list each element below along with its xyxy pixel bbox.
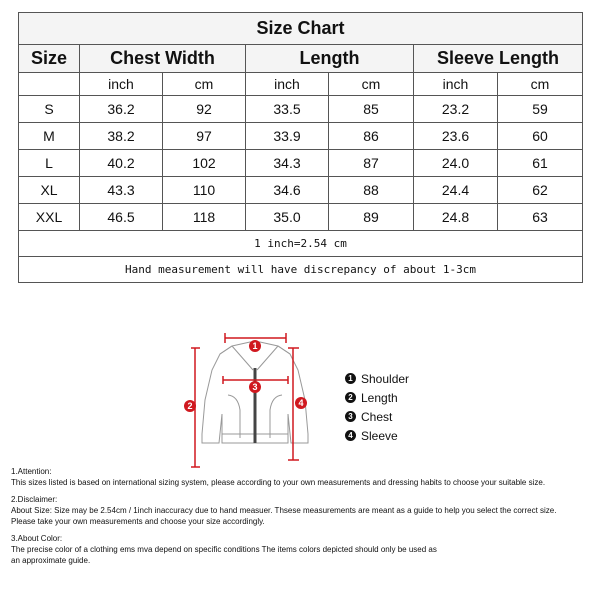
value-cell: 118 — [162, 203, 246, 231]
header-sleeve: Sleeve Length — [413, 44, 583, 73]
note-title: 2.Disclaimer: — [11, 495, 58, 504]
unit-label: inch — [79, 72, 163, 96]
value-cell: 102 — [162, 149, 246, 177]
legend-item: 4 Sleeve — [345, 426, 409, 445]
value-cell: 92 — [162, 95, 246, 123]
marker-3-label: 3 — [252, 382, 257, 392]
marker-4-label: 4 — [298, 398, 303, 408]
value-cell: 43.3 — [79, 176, 163, 204]
notes: 1.Attention: This sizes listed is based o… — [11, 466, 556, 572]
note-text: an approximate guide. — [11, 556, 91, 565]
number-badge-icon: 4 — [345, 430, 356, 441]
note-block: 2.Disclaimer: About Size: Size may be 2.5… — [11, 494, 556, 527]
marker-3 — [249, 381, 261, 393]
legend-label: Sleeve — [361, 428, 398, 443]
table-row: XL 43.3 110 34.6 88 24.4 62 — [18, 176, 583, 204]
marker-4 — [295, 397, 307, 409]
value-cell: 59 — [497, 95, 583, 123]
value-cell: 86 — [328, 122, 414, 150]
value-cell: 40.2 — [79, 149, 163, 177]
value-cell: 36.2 — [79, 95, 163, 123]
value-cell: 46.5 — [79, 203, 163, 231]
conversion-note: 1 inch=2.54 cm — [18, 230, 583, 257]
value-cell: 87 — [328, 149, 414, 177]
value-cell: 35.0 — [245, 203, 329, 231]
legend-item: 3 Chest — [345, 407, 409, 426]
legend-item: 1 Shoulder — [345, 369, 409, 388]
number-badge-icon: 3 — [345, 411, 356, 422]
value-cell: 23.6 — [413, 122, 498, 150]
header-length: Length — [245, 44, 414, 73]
value-cell: 38.2 — [79, 122, 163, 150]
number-badge-icon: 2 — [345, 392, 356, 403]
marker-2 — [184, 400, 196, 412]
table-row: S 36.2 92 33.5 85 23.2 59 — [18, 95, 583, 123]
value-cell: 97 — [162, 122, 246, 150]
value-cell: 60 — [497, 122, 583, 150]
size-chart-table: Size Chart Size Chest Width Length Sleev… — [18, 12, 583, 283]
unit-label: cm — [162, 72, 246, 96]
note-text: The precise color of a clothing ems mva … — [11, 545, 437, 554]
value-cell: 34.6 — [245, 176, 329, 204]
size-cell: XL — [18, 176, 80, 204]
note-text: About Size: Size may be 2.54cm / 1inch i… — [11, 506, 557, 515]
value-cell: 34.3 — [245, 149, 329, 177]
value-cell: 24.4 — [413, 176, 498, 204]
note-title: 1.Attention: — [11, 467, 52, 476]
value-cell: 24.8 — [413, 203, 498, 231]
header-size: Size — [18, 44, 80, 73]
value-cell: 85 — [328, 95, 414, 123]
size-cell: S — [18, 95, 80, 123]
note-title: 3.About Color: — [11, 534, 63, 543]
legend-label: Shoulder — [361, 371, 410, 386]
marker-1 — [249, 340, 261, 352]
measurement-legend: 1 Shoulder 2 Length 3 Chest 4 Sleeve — [345, 369, 409, 445]
value-cell: 23.2 — [413, 95, 498, 123]
value-cell: 110 — [162, 176, 246, 204]
legend-label: Chest — [361, 409, 393, 424]
size-cell: L — [18, 149, 80, 177]
value-cell: 88 — [328, 176, 414, 204]
table-row: XXL 46.5 118 35.0 89 24.8 63 — [18, 203, 583, 231]
table-row: L 40.2 102 34.3 87 24.0 61 — [18, 149, 583, 177]
size-cell: XXL — [18, 203, 80, 231]
value-cell: 61 — [497, 149, 583, 177]
jacket-diagram: 1 2 3 4 — [184, 333, 309, 468]
number-badge-icon: 1 — [345, 373, 356, 384]
marker-1-label: 1 — [252, 341, 257, 351]
note-block: 3.About Color: The precise color of a clo… — [11, 533, 556, 566]
discrepancy-note: Hand measurement will have discrepancy o… — [18, 256, 583, 283]
value-cell: 24.0 — [413, 149, 498, 177]
unit-label: inch — [245, 72, 329, 96]
legend-item: 2 Length — [345, 388, 409, 407]
note-block: 1.Attention: This sizes listed is based o… — [11, 466, 556, 488]
value-cell: 33.9 — [245, 122, 329, 150]
header-chest: Chest Width — [79, 44, 246, 73]
table-row: M 38.2 97 33.9 86 23.6 60 — [18, 122, 583, 150]
unit-blank — [18, 72, 80, 96]
marker-2-label: 2 — [187, 401, 192, 411]
size-cell: M — [18, 122, 80, 150]
unit-label: cm — [497, 72, 583, 96]
value-cell: 63 — [497, 203, 583, 231]
value-cell: 33.5 — [245, 95, 329, 123]
value-cell: 89 — [328, 203, 414, 231]
value-cell: 62 — [497, 176, 583, 204]
note-text: Please take your own measurements and ch… — [11, 517, 265, 526]
note-text: This sizes listed is based on internatio… — [11, 478, 546, 487]
table-title: Size Chart — [18, 12, 583, 45]
legend-label: Length — [361, 390, 398, 405]
unit-label: cm — [328, 72, 414, 96]
unit-label: inch — [413, 72, 498, 96]
